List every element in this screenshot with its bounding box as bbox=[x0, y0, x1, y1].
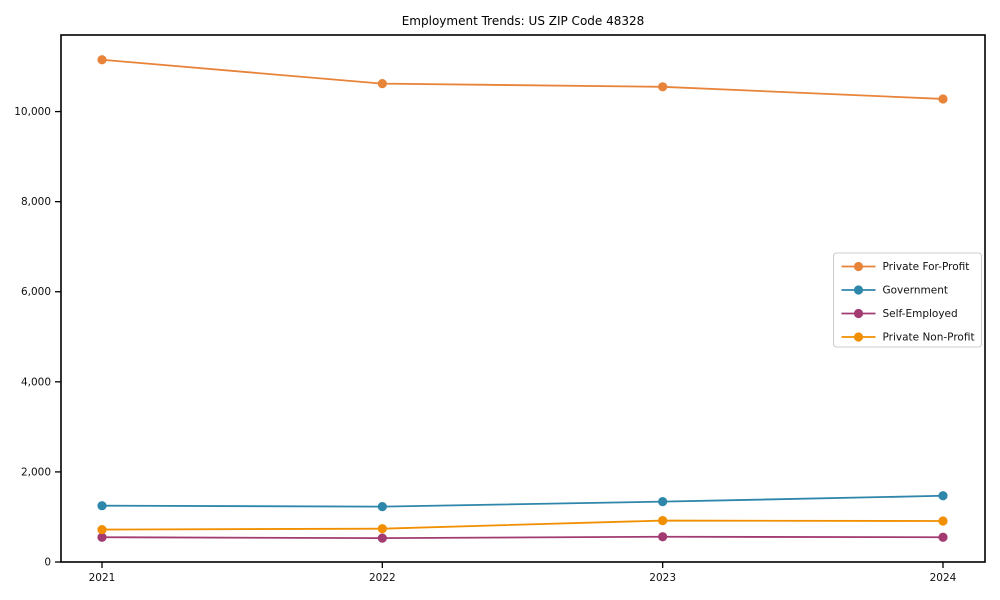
y-tick-label: 0 bbox=[44, 557, 51, 569]
data-point-marker bbox=[377, 524, 387, 534]
legend-item: Private For-Profit bbox=[841, 261, 970, 273]
plot-area: 0 2,000 4,000 6,000 8,000 10,000 2021 2022 2023 2… bbox=[14, 34, 986, 584]
legend-marker-icon bbox=[853, 261, 864, 272]
y-tick-label: 8,000 bbox=[21, 196, 51, 208]
data-point-marker bbox=[658, 497, 668, 507]
legend-item: Self-Employed bbox=[841, 308, 958, 320]
data-point-marker bbox=[938, 532, 948, 542]
legend-label: Self-Employed bbox=[883, 308, 958, 320]
legend-label: Government bbox=[883, 285, 948, 297]
data-point-marker bbox=[97, 524, 107, 535]
data-point-marker bbox=[938, 94, 948, 104]
chart-title: Employment Trends: US ZIP Code 48328 bbox=[402, 14, 645, 28]
legend-marker-icon bbox=[853, 332, 864, 342]
y-tick-label: 6,000 bbox=[21, 286, 51, 298]
x-tick-label: 2022 bbox=[369, 572, 396, 584]
data-point-marker bbox=[938, 516, 948, 526]
series-line bbox=[101, 535, 944, 540]
axes-box bbox=[60, 34, 986, 563]
legend-item: Private Non-Profit bbox=[841, 332, 975, 344]
legend-label: Private For-Profit bbox=[883, 261, 970, 273]
data-point-marker bbox=[377, 501, 387, 512]
data-point-marker bbox=[658, 515, 668, 526]
series-line bbox=[101, 494, 944, 508]
data-point-marker bbox=[97, 532, 107, 542]
y-tick-label: 10,000 bbox=[14, 106, 51, 118]
x-tick-label: 2023 bbox=[649, 572, 676, 584]
legend-item: Government bbox=[841, 285, 948, 297]
series-line bbox=[101, 58, 944, 100]
x-tick-label: 2024 bbox=[930, 572, 957, 584]
data-point-marker bbox=[658, 82, 668, 92]
series-line bbox=[101, 519, 944, 531]
data-point-marker bbox=[97, 55, 107, 65]
legend-marker-icon bbox=[853, 285, 864, 295]
data-point-marker bbox=[938, 491, 948, 501]
legend-box bbox=[833, 252, 982, 348]
x-tick-label: 2021 bbox=[89, 572, 116, 584]
data-point-marker bbox=[97, 501, 107, 511]
y-tick-label: 2,000 bbox=[21, 466, 51, 478]
data-point-marker bbox=[377, 533, 387, 543]
data-point-marker bbox=[377, 79, 387, 89]
legend-label: Private Non-Profit bbox=[883, 332, 975, 344]
y-tick-label: 4,000 bbox=[21, 376, 51, 388]
chart-legend: Private For-Profit Government Self-Employe… bbox=[833, 252, 982, 348]
data-point-marker bbox=[658, 532, 668, 542]
legend-marker-icon bbox=[853, 308, 864, 319]
